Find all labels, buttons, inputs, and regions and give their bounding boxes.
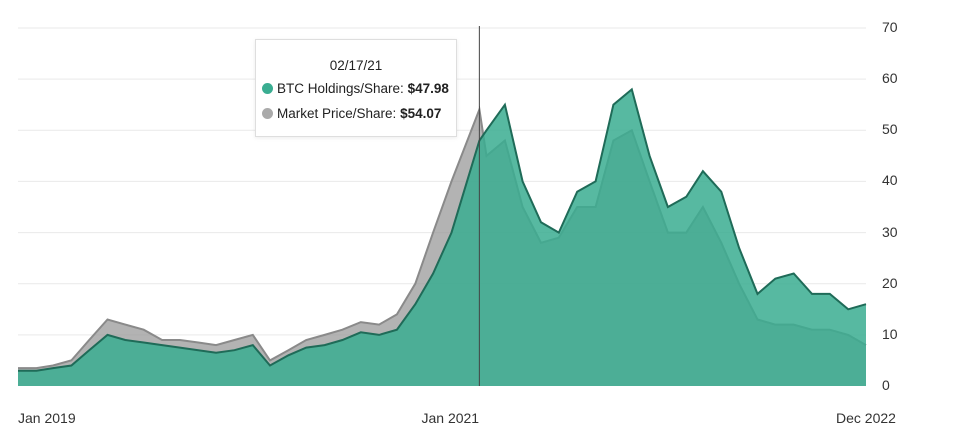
- tooltip-row-btc-holdings: BTC Holdings/Share: $47.98: [262, 81, 449, 96]
- tooltip-label: BTC Holdings/Share:: [277, 81, 404, 96]
- x-tick-label: Dec 2022: [836, 410, 896, 426]
- y-tick-label: 50: [882, 121, 898, 138]
- y-tick-label: 40: [882, 172, 898, 189]
- tooltip-value: $47.98: [407, 81, 449, 96]
- y-tick-label: 30: [882, 223, 898, 240]
- tooltip-label: Market Price/Share:: [277, 106, 397, 121]
- x-tick-label: Jan 2019: [18, 410, 76, 426]
- y-tick-label: 60: [882, 70, 898, 87]
- x-tick-label: Jan 2021: [421, 410, 480, 426]
- tooltip-value: $54.07: [400, 106, 442, 121]
- y-tick-label: 20: [882, 274, 898, 291]
- tooltip-row-market-price: Market Price/Share: $54.07: [262, 106, 441, 121]
- tooltip-date: 02/17/21: [329, 58, 383, 73]
- hover-tooltip: 02/17/21 BTC Holdings/Share: $47.98 Mark…: [255, 39, 457, 137]
- series-color-dot: [262, 83, 273, 94]
- series-color-dot: [262, 108, 273, 119]
- y-tick-label: 70: [882, 19, 898, 35]
- series-area-btc-holdings: [18, 89, 866, 387]
- series-line-btc-holdings: [18, 87, 867, 372]
- y-tick-label: 0: [882, 377, 890, 393]
- y-tick-label: 10: [882, 325, 898, 342]
